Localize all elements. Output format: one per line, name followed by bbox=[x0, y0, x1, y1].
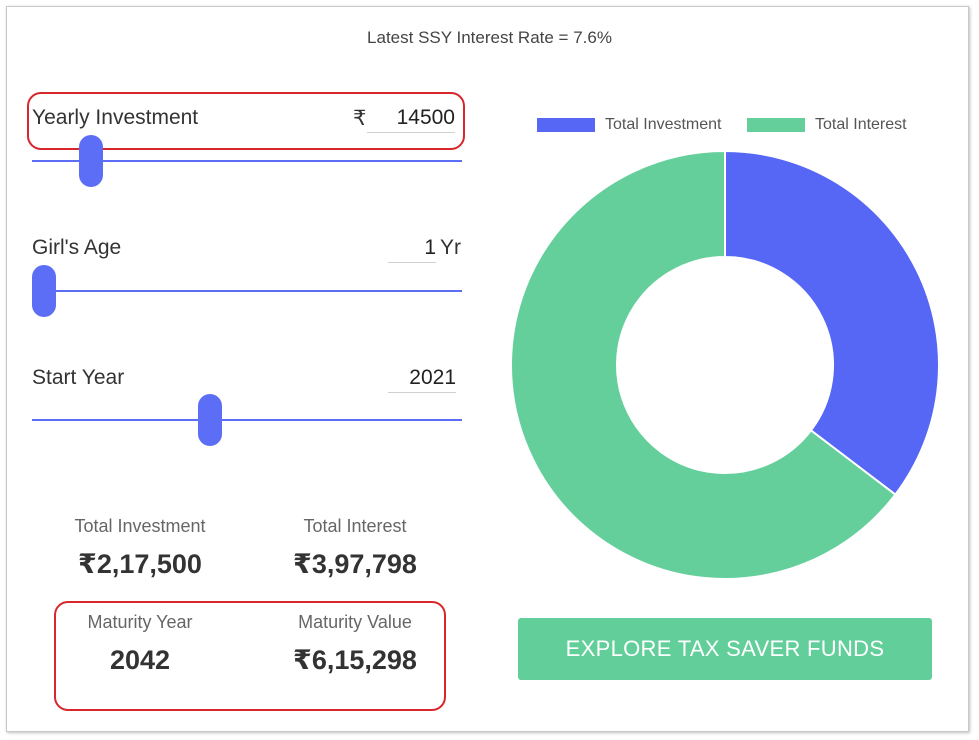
legend-swatch-investment bbox=[537, 118, 595, 132]
start-year-slider-track[interactable] bbox=[32, 419, 462, 421]
calculator-card bbox=[6, 6, 969, 732]
girls-age-input[interactable]: 1 bbox=[388, 236, 436, 263]
maturity-value-label: Maturity Value bbox=[298, 612, 412, 632]
total-interest-value: ₹3,97,798 bbox=[293, 549, 417, 579]
yearly-investment-input[interactable]: 14500 bbox=[367, 106, 455, 133]
legend-swatch-interest bbox=[747, 118, 805, 132]
girls-age-slider-track[interactable] bbox=[32, 290, 462, 292]
start-year-slider-thumb[interactable] bbox=[198, 394, 223, 446]
start-year-label: Start Year bbox=[32, 366, 125, 389]
donut-slice-total-investment[interactable] bbox=[724, 150, 940, 496]
maturity-highlight bbox=[54, 601, 446, 711]
explore-tax-saver-funds-button[interactable]: EXPLORE TAX SAVER FUNDS bbox=[518, 618, 932, 680]
maturity-year-label: Maturity Year bbox=[87, 612, 193, 632]
yearly-investment-highlight bbox=[27, 92, 465, 150]
girls-age-slider-thumb[interactable] bbox=[32, 265, 56, 317]
maturity-value-value: ₹6,15,298 bbox=[293, 645, 417, 675]
total-investment-label: Total Investment bbox=[74, 516, 206, 536]
yearly-investment-label: Yearly Investment bbox=[32, 106, 199, 129]
total-interest-label: Total Interest bbox=[303, 516, 407, 536]
girls-age-label: Girl's Age bbox=[32, 236, 122, 259]
legend-total-interest[interactable]: Total Interest bbox=[747, 116, 907, 134]
interest-rate-text: Latest SSY Interest Rate = 7.6% bbox=[367, 28, 612, 47]
donut-slice-total-interest[interactable] bbox=[510, 150, 897, 580]
legend-label-investment: Total Investment bbox=[605, 116, 722, 133]
legend-label-interest: Total Interest bbox=[815, 116, 907, 133]
start-year-input[interactable]: 2021 bbox=[388, 366, 456, 393]
girls-age-unit: Yr bbox=[440, 236, 461, 259]
maturity-year-value: 2042 bbox=[109, 645, 171, 675]
yearly-investment-slider-thumb[interactable] bbox=[78, 135, 103, 187]
total-investment-value: ₹2,17,500 bbox=[78, 549, 202, 579]
yearly-investment-slider-track[interactable] bbox=[32, 160, 462, 162]
donut-chart bbox=[510, 150, 940, 580]
rupee-symbol: ₹ bbox=[353, 107, 367, 130]
legend-total-investment[interactable]: Total Investment bbox=[537, 116, 722, 134]
